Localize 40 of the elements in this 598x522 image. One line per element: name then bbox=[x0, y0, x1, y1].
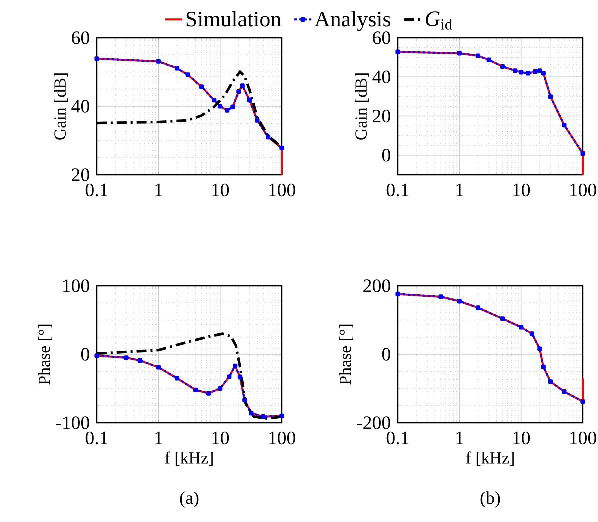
x-tick-label: 10 bbox=[212, 432, 230, 445]
x-tick-label: 100 bbox=[570, 184, 596, 197]
y-axis-title: Phase [°] bbox=[38, 324, 52, 385]
x-tick-label: 1 bbox=[156, 432, 162, 444]
x-tick-label: 10 bbox=[514, 184, 530, 197]
y-tick-label: 100 bbox=[63, 280, 90, 292]
y-tick-label: -100 bbox=[56, 416, 90, 430]
legend-label: Analysis bbox=[314, 11, 390, 32]
x-tick-label: 0.1 bbox=[386, 432, 409, 445]
y-tick-label: 0 bbox=[81, 348, 90, 361]
x-tick-label: 0.1 bbox=[86, 432, 108, 445]
text: (a) bbox=[180, 492, 199, 508]
x-tick-label: 10 bbox=[212, 184, 230, 197]
x-tick-label: 0.1 bbox=[86, 184, 108, 197]
x-tick-label: 0.1 bbox=[386, 184, 409, 197]
x-tick-label: 100 bbox=[570, 432, 596, 445]
y-tick-label: 60 bbox=[373, 32, 390, 44]
legend-label: G$_{id}$ bbox=[426, 12, 452, 30]
x-tick-label: 1 bbox=[456, 184, 464, 196]
y-axis-title: Gain [dB] bbox=[355, 74, 370, 140]
y-tick-label: 20 bbox=[72, 168, 90, 182]
legend-label: Simulation bbox=[186, 11, 282, 27]
y-tick-label: 0 bbox=[382, 348, 390, 361]
y-axis-title: Phase [°] bbox=[339, 324, 354, 385]
y-tick-label: 40 bbox=[72, 100, 90, 113]
x-tick-label: 1 bbox=[156, 184, 162, 196]
x-tick-label: 100 bbox=[269, 432, 296, 445]
y-tick-label: 200 bbox=[364, 280, 390, 292]
text: (b) bbox=[480, 492, 500, 508]
y-tick-label: 0 bbox=[382, 149, 390, 162]
x-tick-label: 1 bbox=[456, 432, 464, 444]
y-tick-label: 40 bbox=[372, 70, 390, 84]
y-axis-title: Gain [dB] bbox=[54, 74, 68, 140]
x-tick-label: 100 bbox=[269, 184, 296, 197]
y-tick-label: 60 bbox=[72, 32, 90, 44]
y-tick-label: -200 bbox=[357, 416, 390, 430]
y-tick-label: 20 bbox=[373, 110, 390, 123]
x-axis-title: f [kHz] bbox=[466, 452, 514, 466]
x-axis-title: f [kHz] bbox=[165, 452, 213, 466]
x-tick-label: 10 bbox=[514, 432, 530, 445]
